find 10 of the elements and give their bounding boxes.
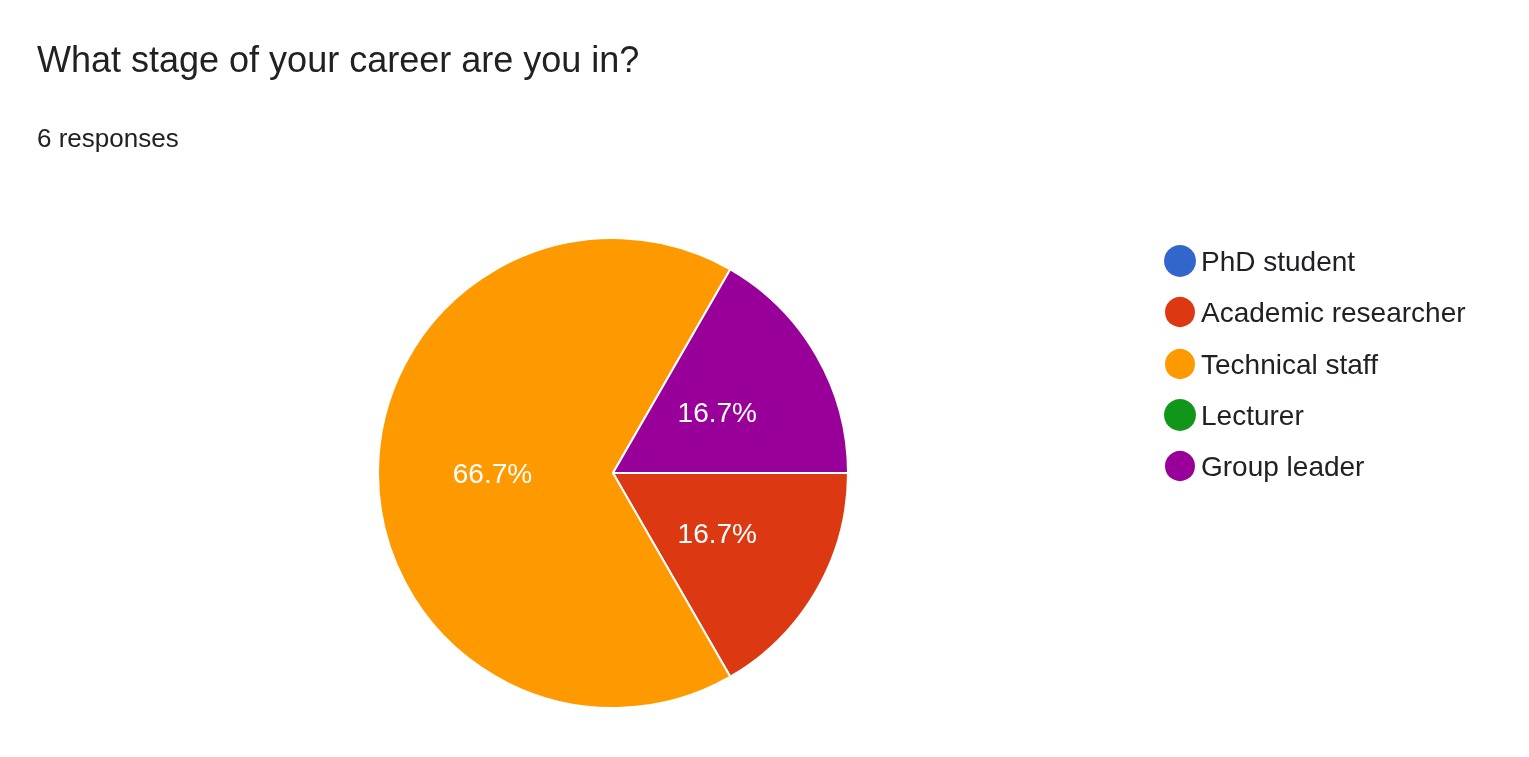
legend-label: Technical staff — [1201, 348, 1379, 380]
data-label: 16.7% — [677, 517, 758, 549]
legend-label: Lecturer — [1201, 399, 1304, 431]
data-label: 66.7% — [452, 457, 533, 489]
chart-title: What stage of your career are you in? — [37, 38, 640, 80]
legend-label: PhD student — [1201, 245, 1356, 277]
legend-label: Group leader — [1201, 450, 1365, 482]
data-label: 16.7% — [677, 397, 758, 429]
legend-label: Academic researcher — [1201, 296, 1466, 328]
text: 6 responses — [37, 123, 179, 153]
